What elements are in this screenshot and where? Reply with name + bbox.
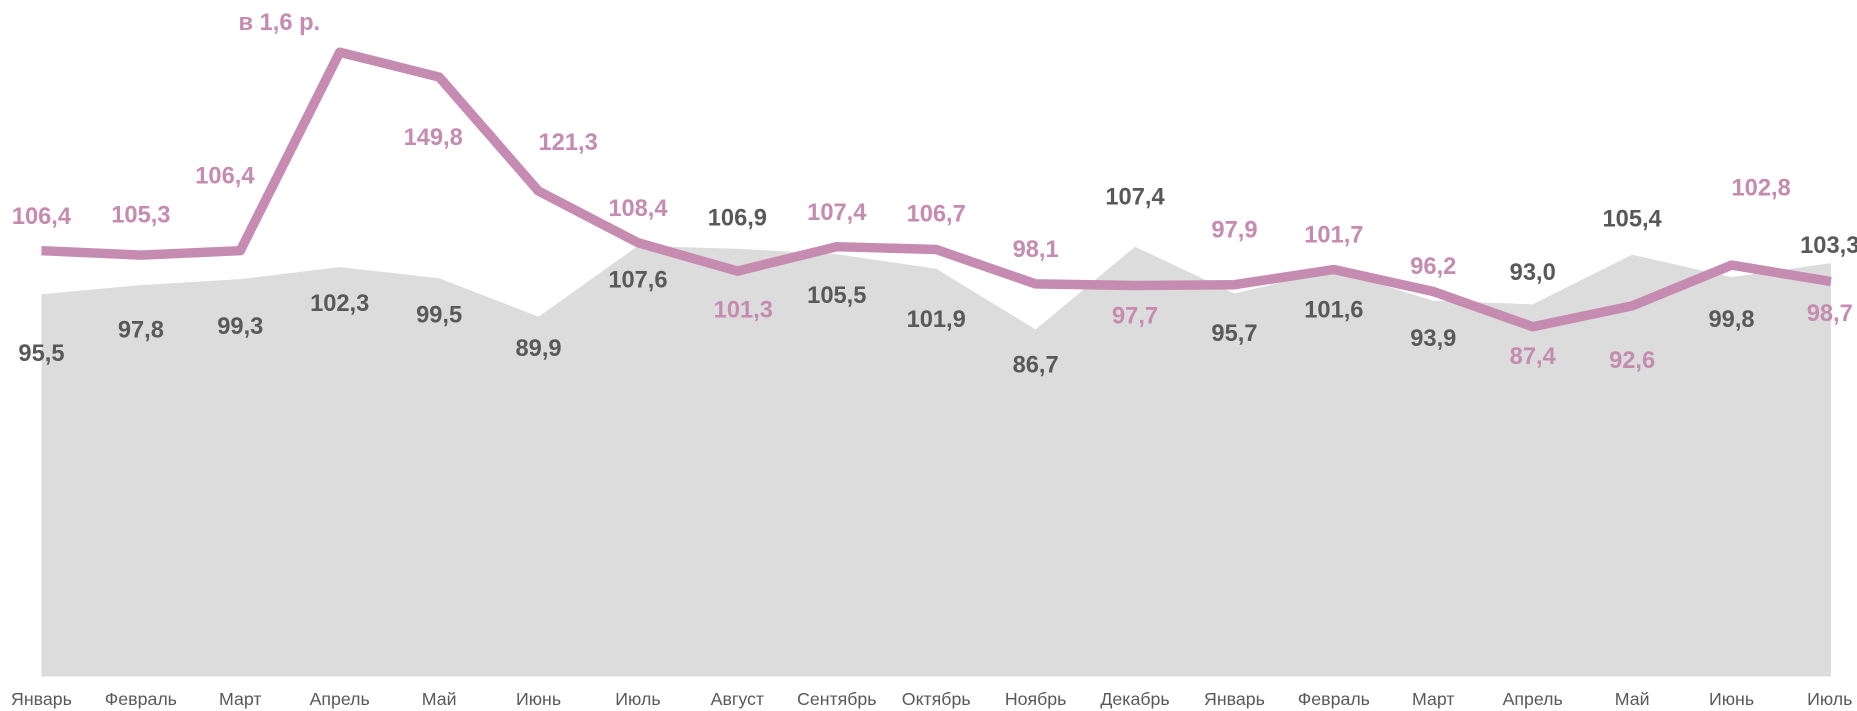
x-tick-label: Май: [1615, 689, 1650, 709]
value-label: 99,5: [416, 302, 462, 328]
value-label: 97,8: [118, 318, 164, 344]
value-label: 102,8: [1732, 176, 1791, 202]
x-tick-label: Февраль: [105, 689, 177, 709]
value-label: 95,5: [18, 341, 64, 367]
value-label: 99,3: [217, 314, 263, 340]
value-label: 107,4: [807, 200, 867, 226]
value-label: 92,6: [1609, 348, 1655, 374]
value-label: 105,5: [807, 283, 866, 309]
value-label: 149,8: [404, 125, 463, 151]
value-label: 93,9: [1410, 326, 1456, 352]
line: [41, 47, 1832, 332]
value-label: 101,7: [1304, 223, 1363, 249]
x-tick-label: Май: [422, 689, 457, 709]
value-label: 103,3: [1800, 233, 1857, 259]
x-tick-label: Март: [1412, 689, 1454, 709]
x-tick-label: Сентябрь: [797, 689, 877, 709]
x-tick-label: Декабрь: [1100, 689, 1169, 709]
value-label: 105,4: [1602, 207, 1662, 233]
value-label: 107,6: [608, 268, 667, 294]
x-tick-label: Август: [711, 689, 764, 709]
value-label: 97,9: [1211, 218, 1257, 244]
value-label: 87,4: [1510, 344, 1557, 370]
x-tick-label: Июнь: [516, 689, 561, 709]
x-tick-label: Октябрь: [902, 689, 971, 709]
x-tick-label: Июль: [615, 689, 660, 709]
x-tick-label: Февраль: [1298, 689, 1370, 709]
area: [41, 245, 1831, 677]
value-label: 102,3: [310, 291, 369, 317]
value-label: 107,4: [1105, 184, 1165, 210]
x-tick-label: Апрель: [1503, 689, 1563, 709]
value-label: 97,7: [1112, 304, 1158, 330]
x-tick-label: Июль: [1807, 689, 1852, 709]
x-tick-label: Март: [219, 689, 261, 709]
value-label: 101,6: [1304, 298, 1363, 324]
value-label: в 1,6 р.: [238, 10, 320, 36]
x-tick-label: Июнь: [1709, 689, 1754, 709]
x-tick-label: Январь: [11, 689, 72, 709]
x-tick-label: Январь: [1204, 689, 1265, 709]
value-label: 101,9: [907, 307, 966, 333]
value-label: 86,7: [1013, 352, 1059, 378]
value-label: 121,3: [539, 130, 598, 156]
value-label: 106,9: [708, 205, 767, 231]
value-label: 89,9: [515, 336, 561, 362]
value-label: 108,4: [608, 196, 668, 222]
x-tick-label: Ноябрь: [1005, 689, 1067, 709]
value-label: 99,8: [1708, 307, 1754, 333]
value-label: 95,7: [1211, 321, 1257, 347]
value-label: 106,7: [907, 201, 966, 227]
value-label: 106,4: [195, 164, 255, 190]
value-label: 98,7: [1807, 301, 1853, 327]
value-label: 96,2: [1410, 254, 1456, 280]
value-label: 93,0: [1510, 260, 1556, 286]
value-label: 101,3: [714, 298, 773, 324]
value-label: 98,1: [1013, 237, 1059, 263]
x-tick-label: Апрель: [310, 689, 370, 709]
value-label: 106,4: [12, 204, 72, 230]
value-label: 105,3: [111, 202, 170, 228]
